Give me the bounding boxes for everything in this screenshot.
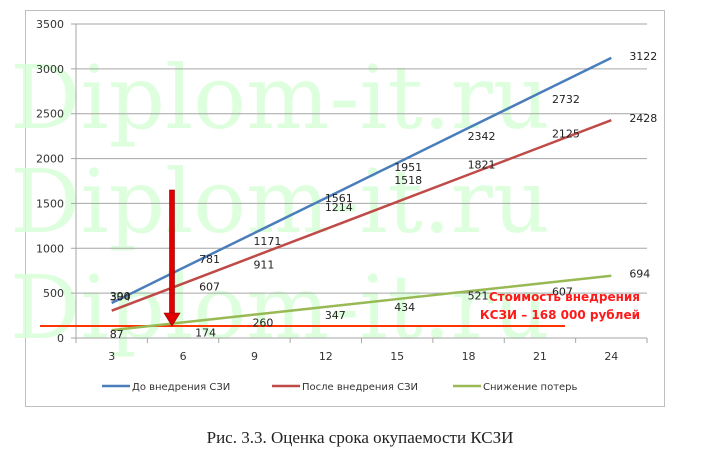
data-label: 1518 bbox=[394, 174, 422, 187]
series-line bbox=[111, 274, 612, 332]
y-tick-label: 1500 bbox=[36, 197, 64, 210]
x-tick-label: 18 bbox=[462, 350, 476, 363]
data-label: 1951 bbox=[394, 161, 422, 174]
annotation-line-2: КСЗИ – 168 000 рублей bbox=[480, 308, 640, 322]
data-label: 2732 bbox=[552, 93, 580, 106]
data-label: 434 bbox=[394, 301, 415, 314]
legend-label: Снижение потерь bbox=[483, 382, 578, 393]
series-lines bbox=[111, 56, 612, 332]
data-label: 781 bbox=[199, 253, 220, 266]
y-tick-label: 2500 bbox=[36, 108, 64, 121]
watermark-text: Diplom-it.ru bbox=[10, 150, 550, 253]
y-tick-label: 1000 bbox=[36, 242, 64, 255]
y-tick-label: 500 bbox=[43, 287, 64, 300]
data-label: 390 bbox=[110, 290, 131, 303]
series-line bbox=[111, 56, 612, 305]
data-labels: 390 781 1171 1561 1951 2342 2732 3122 304 607 911 1… bbox=[110, 50, 658, 341]
x-tick-label: 15 bbox=[390, 350, 404, 363]
data-label: 3122 bbox=[629, 50, 657, 63]
data-label: 911 bbox=[253, 258, 274, 271]
y-tick-label: 3000 bbox=[36, 63, 64, 76]
data-label: 1214 bbox=[325, 201, 353, 214]
data-label: 87 bbox=[110, 328, 124, 341]
data-label: 1821 bbox=[468, 159, 496, 172]
data-label: 607 bbox=[552, 286, 573, 299]
x-tick-label: 24 bbox=[604, 350, 618, 363]
y-tick-label: 2000 bbox=[36, 153, 64, 166]
data-label: 1171 bbox=[253, 235, 281, 248]
data-label: 304 bbox=[110, 291, 131, 304]
y-tick-label: 3500 bbox=[36, 18, 64, 31]
cost-annotation: Стоимость внедрения КСЗИ – 168 000 рубле… bbox=[480, 290, 640, 322]
data-label: 2125 bbox=[552, 127, 580, 140]
x-tick-label: 9 bbox=[251, 350, 258, 363]
legend-label: До внедрения СЗИ bbox=[132, 382, 230, 393]
x-tick-label: 3 bbox=[108, 350, 115, 363]
y-tick-label: 0 bbox=[57, 332, 64, 345]
series-line bbox=[111, 119, 612, 312]
data-label: 260 bbox=[252, 317, 273, 330]
data-label: 2428 bbox=[629, 112, 657, 125]
data-label: 694 bbox=[629, 268, 650, 281]
figure-caption: Рис. 3.3. Оценка срока окупаемости КСЗИ bbox=[206, 428, 514, 447]
legend-label: После внедрения СЗИ bbox=[302, 382, 418, 393]
data-label: 2342 bbox=[468, 130, 496, 143]
data-label: 607 bbox=[199, 281, 220, 294]
data-label: 174 bbox=[195, 326, 216, 339]
data-label: 521 bbox=[468, 289, 489, 302]
x-tick-label: 12 bbox=[319, 350, 333, 363]
data-label: 1561 bbox=[325, 192, 353, 205]
watermark-text: Diplom-it.ru bbox=[10, 256, 550, 359]
x-tick-label: 21 bbox=[533, 350, 547, 363]
data-label: 347 bbox=[325, 309, 346, 322]
legend: До внедрения СЗИ После внедрения СЗИ Сниже… bbox=[102, 382, 578, 393]
x-tick-label: 6 bbox=[180, 350, 187, 363]
payback-arrow bbox=[163, 189, 181, 327]
annotation-line-1: Стоимость внедрения bbox=[489, 290, 640, 304]
chart-frame bbox=[25, 10, 665, 407]
